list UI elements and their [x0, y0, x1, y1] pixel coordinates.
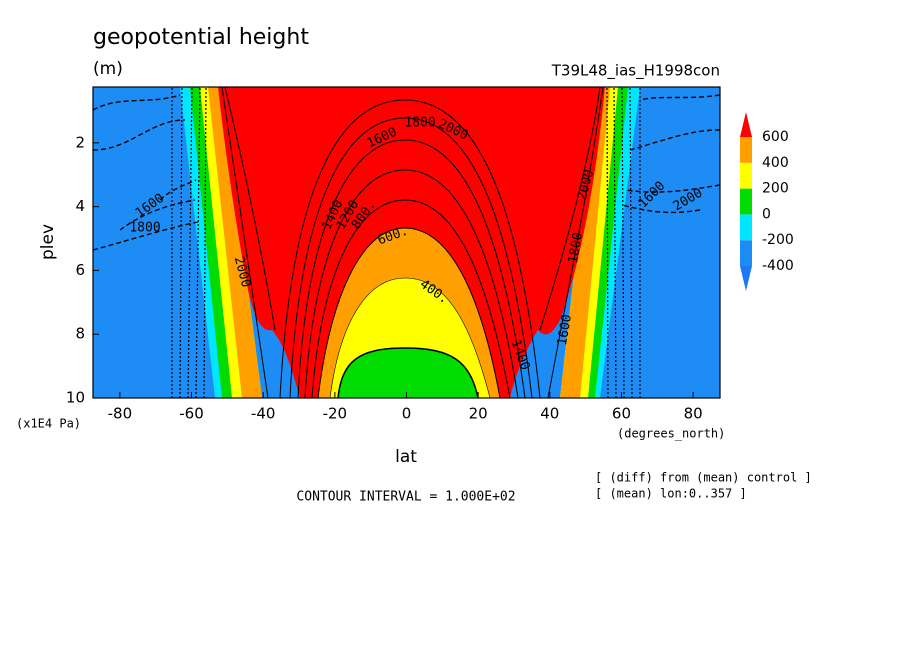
field-region [208, 87, 262, 398]
colorbar-label: 0 [762, 206, 771, 222]
y-tick-label: 8 [75, 325, 85, 343]
field: 1600 1800 2000 1400 1200 800. 600. 400. … [93, 87, 720, 398]
y-tick-label: 4 [75, 197, 85, 215]
contour-interval: CONTOUR INTERVAL = 1.000E+02 [296, 490, 515, 505]
x-tick-label: 40 [540, 405, 559, 423]
x-units: (degrees_north) [617, 427, 725, 441]
colorbar-cap [740, 266, 752, 291]
contour-lines [93, 87, 720, 398]
x-tick-label: 0 [402, 405, 412, 423]
x-axis-label: lat [395, 447, 417, 467]
x-tick-label: -80 [108, 405, 133, 423]
y-tick-label: 6 [75, 261, 85, 279]
colorbar-label: 200 [762, 181, 789, 197]
colorbar-label: -400 [762, 258, 794, 274]
x-tick-label: -20 [323, 405, 348, 423]
contour-label: 1800 [129, 221, 160, 236]
colorbar-label: 600 [762, 129, 789, 145]
colorbar-cap [740, 112, 752, 137]
x-tick-label: 60 [612, 405, 631, 423]
run-label: T39L48_ias_H1998con [551, 62, 720, 81]
x-tick-label: 80 [684, 405, 703, 423]
y-axis-label: plev [38, 224, 58, 260]
colorbar-label: -200 [762, 232, 794, 248]
x-tick-label: -40 [251, 405, 276, 423]
note: [ (mean) lon:0..357 ] [595, 487, 747, 501]
x-tick-label: 20 [469, 405, 488, 423]
y-tick-label: 2 [75, 133, 85, 151]
colorbar-segment [740, 137, 752, 163]
x-tick-label: -60 [179, 405, 204, 423]
field-region [338, 348, 478, 398]
colorbar-segment [740, 240, 752, 266]
units-label: (m) [93, 59, 123, 79]
contour-label: 1800 [404, 116, 435, 131]
y-units: (x1E4 Pa) [16, 417, 81, 431]
chart-title: geopotential height [93, 25, 309, 50]
colorbar-segment [740, 188, 752, 215]
y-tick-label: 10 [66, 389, 85, 407]
colorbar-segment [740, 214, 752, 241]
contour-label: 1600 [555, 313, 575, 346]
note: [ (diff) from (mean) control ] [595, 471, 812, 485]
field-region [560, 87, 610, 398]
colorbar-segment [740, 162, 752, 189]
colorbar-label: 400 [762, 155, 789, 171]
contour-label: 1800 [566, 231, 586, 264]
